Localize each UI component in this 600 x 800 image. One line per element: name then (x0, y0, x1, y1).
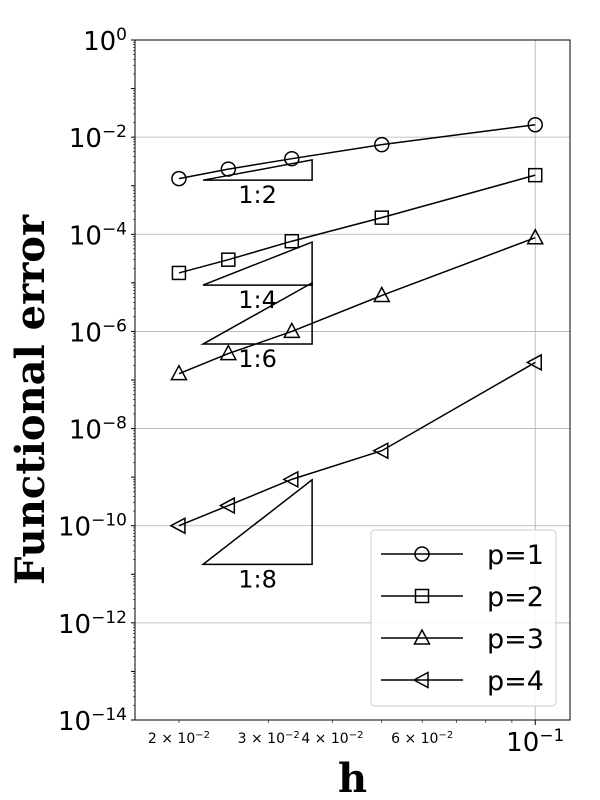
series-line (178, 174, 536, 274)
x-minor-tick-label: 2 × 10−2 (148, 730, 210, 748)
y-tick-label: 10−12 (58, 608, 127, 640)
y-axis: 100 10−2 10−4 10−6 10−8 10−10 10−12 10−14 (58, 25, 135, 737)
data-point (171, 170, 187, 187)
series-p=2 (171, 167, 543, 281)
x-minor-tick-label: 6 × 10−2 (391, 730, 453, 748)
data-point (219, 343, 238, 361)
legend-marker (414, 546, 430, 562)
data-point (170, 364, 188, 381)
data-point (221, 252, 236, 267)
data-point (525, 353, 542, 372)
series-p=3 (170, 228, 544, 381)
legend-label: p=1 (487, 540, 544, 571)
series-group (169, 116, 544, 535)
y-tick-label: 10−6 (69, 316, 127, 348)
legend-item: p=1 (381, 540, 544, 571)
x-minor-tick-label: 3 × 10−2 (238, 730, 300, 748)
series-p=4 (169, 353, 542, 535)
data-point (372, 441, 389, 460)
data-point (374, 210, 390, 225)
data-point (218, 496, 236, 515)
legend-item: p=3 (381, 624, 544, 655)
y-axis-title: Functional error (7, 214, 54, 585)
data-point (527, 116, 543, 133)
data-point (283, 321, 301, 339)
x-major-tick-label: 10−1 (506, 726, 564, 758)
data-point (526, 228, 544, 245)
slope-triangle (200, 478, 313, 566)
slope-triangle (202, 241, 313, 286)
legend-box (370, 529, 557, 707)
legend-label: p=4 (487, 666, 544, 697)
y-tick-label: 100 (83, 25, 127, 57)
data-point (527, 167, 543, 183)
slope-triangle (202, 158, 313, 181)
data-point (220, 161, 237, 177)
series-line (178, 237, 536, 375)
slope-triangle-label: 1:2 (238, 181, 277, 209)
series-line (178, 361, 536, 527)
series-p=1 (171, 116, 543, 187)
slope-triangle-label: 1:8 (238, 565, 277, 593)
data-point (284, 233, 300, 249)
data-point (282, 470, 299, 489)
y-tick-label: 10−14 (58, 705, 127, 737)
legend-marker (412, 671, 429, 689)
data-point (373, 285, 391, 303)
y-tick-label: 10−8 (69, 414, 127, 446)
legend-label: p=2 (487, 582, 544, 613)
legend-marker (413, 628, 431, 645)
legend: p=1 p=2 p=3 p=4 (370, 529, 557, 707)
slope-triangle-label: 1:4 (238, 286, 277, 314)
slope-triangle-label: 1:6 (238, 345, 277, 373)
series-line (178, 124, 536, 180)
legend-item: p=2 (381, 582, 544, 613)
legend-item: p=4 (381, 666, 544, 697)
x-axis-title: h (338, 755, 367, 800)
slope-triangles: 1:2 1:4 1:6 1:8 (200, 158, 313, 593)
data-point (374, 136, 390, 153)
legend-label: p=3 (487, 624, 544, 655)
legend-marker (414, 588, 430, 604)
y-tick-label: 10−4 (69, 219, 127, 251)
x-axis: 2 × 10−2 3 × 10−2 4 × 10−2 6 × 10−2 10−1 (148, 720, 564, 758)
x-minor-tick-label: 4 × 10−2 (301, 730, 363, 748)
y-tick-label: 10−10 (58, 511, 127, 543)
y-tick-label: 10−2 (69, 122, 127, 154)
data-point (171, 265, 187, 281)
data-point (169, 516, 186, 535)
data-point (284, 150, 300, 167)
